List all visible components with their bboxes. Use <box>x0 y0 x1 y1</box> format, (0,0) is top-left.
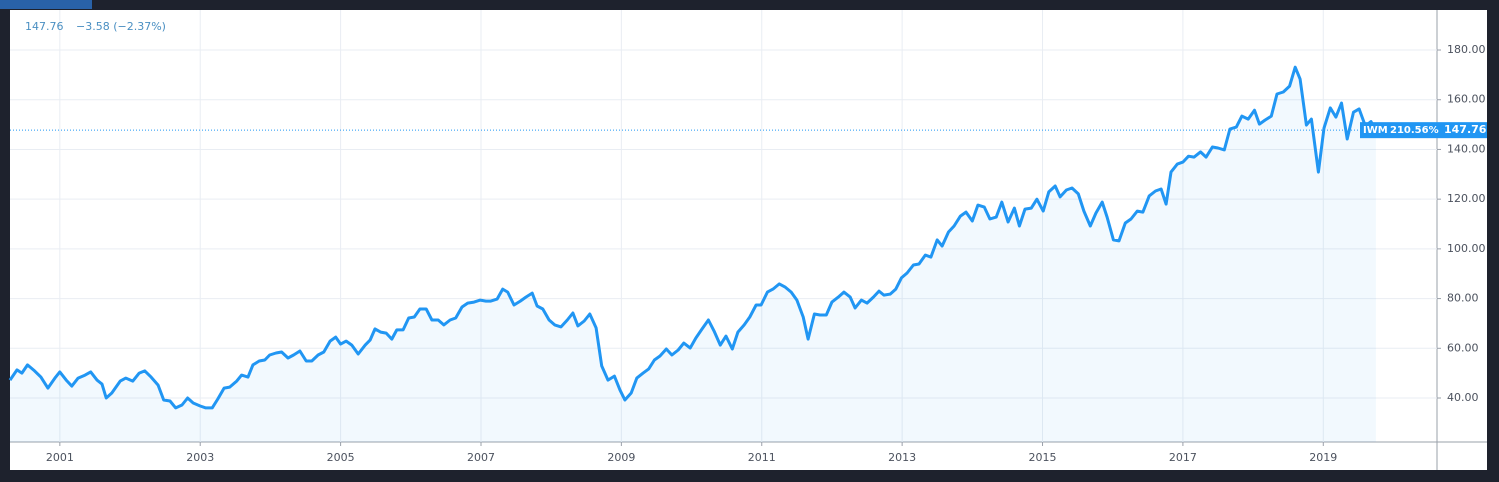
grid <box>10 10 1437 442</box>
active-tab[interactable] <box>0 0 92 9</box>
plot <box>8 65 1437 442</box>
x-tick-label: 2009 <box>607 451 635 464</box>
y-tick-label: 100.00 <box>1447 242 1486 255</box>
price-tag <box>1437 122 1487 139</box>
x-tick-label: 2003 <box>186 451 214 464</box>
x-tick-label: 2005 <box>327 451 355 464</box>
x-tick-label: 2017 <box>1169 451 1197 464</box>
x-tick-label: 2007 <box>467 451 495 464</box>
axis-labels: 40.00 60.00 80.00 100.00 120.00 140.00 160.00 1… <box>46 43 1487 464</box>
y-tick-label: 60.00 <box>1447 341 1479 354</box>
x-tick-label: 2013 <box>888 451 916 464</box>
price-line <box>8 65 1378 410</box>
y-tick-label: 160.00 <box>1447 93 1486 106</box>
symbol-tag <box>1360 122 1437 139</box>
chart-pane <box>10 10 1487 470</box>
x-tick-label: 2019 <box>1309 451 1337 464</box>
area-fill <box>10 67 1376 442</box>
y-tick-label: 140.00 <box>1447 142 1486 155</box>
y-tick-label: 80.00 <box>1447 292 1479 305</box>
header-change: −3.58 (−2.37%) <box>76 20 166 33</box>
symbol-name: IWM <box>1363 125 1388 136</box>
x-tick-label: 2011 <box>748 451 776 464</box>
change-label: 210.56% <box>1390 125 1439 136</box>
header-price: 147.76 <box>25 20 64 33</box>
y-tick-label: 40.00 <box>1447 391 1479 404</box>
y-tick-label: 180.00 <box>1447 43 1486 56</box>
y-tick-label: 120.00 <box>1447 192 1486 205</box>
x-tick-label: 2015 <box>1029 451 1057 464</box>
x-tick-label: 2001 <box>46 451 74 464</box>
price-tag-label: 147.76 <box>1444 123 1487 136</box>
